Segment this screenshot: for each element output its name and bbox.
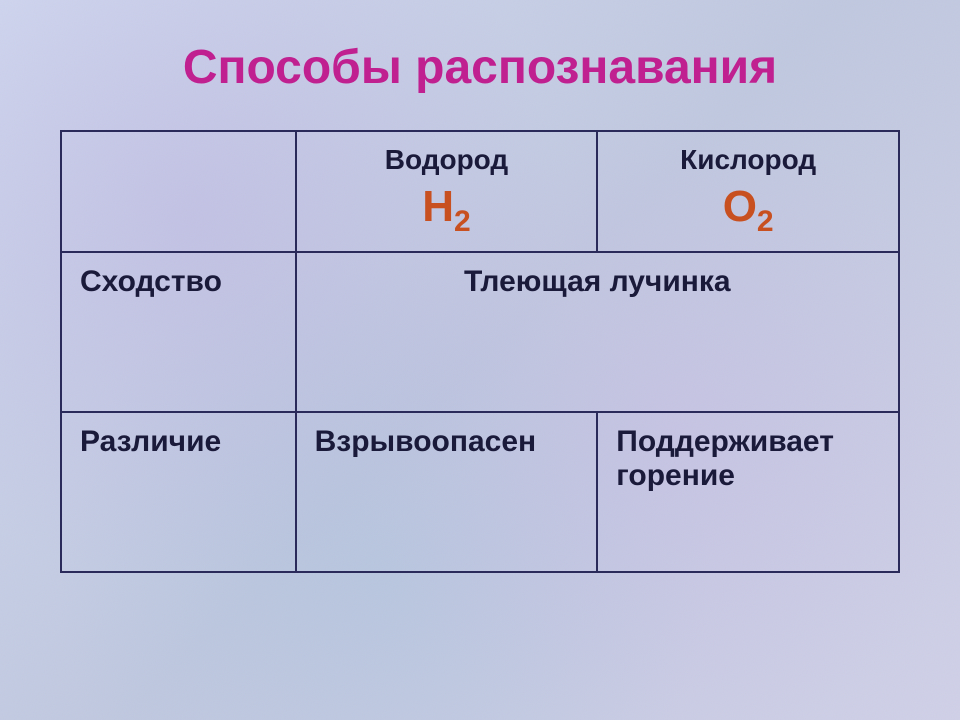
slide-title: Способы распознавания — [60, 40, 900, 95]
slide-container: Способы распознавания Водород H2 Кислоро… — [0, 0, 960, 720]
oxygen-name: Кислород — [616, 144, 880, 176]
hydrogen-formula-sub: 2 — [454, 205, 471, 238]
hydrogen-formula-base: H — [422, 182, 454, 231]
oxygen-formula: O2 — [616, 182, 880, 239]
header-hydrogen-cell: Водород H2 — [296, 131, 598, 252]
table-header-row: Водород H2 Кислород O2 — [61, 131, 899, 252]
difference-oxygen: Поддерживает горение — [597, 412, 899, 572]
oxygen-formula-sub: 2 — [757, 205, 774, 238]
difference-label: Различие — [61, 412, 296, 572]
difference-row: Различие Взрывоопасен Поддерживает горен… — [61, 412, 899, 572]
header-empty-cell — [61, 131, 296, 252]
comparison-table: Водород H2 Кислород O2 Сходство Тлеющая … — [60, 130, 900, 573]
similarity-label: Сходство — [61, 252, 296, 412]
difference-hydrogen: Взрывоопасен — [296, 412, 598, 572]
oxygen-formula-base: O — [723, 182, 757, 231]
header-oxygen-cell: Кислород O2 — [597, 131, 899, 252]
similarity-value: Тлеющая лучинка — [296, 252, 899, 412]
similarity-row: Сходство Тлеющая лучинка — [61, 252, 899, 412]
hydrogen-name: Водород — [315, 144, 579, 176]
hydrogen-formula: H2 — [315, 182, 579, 239]
